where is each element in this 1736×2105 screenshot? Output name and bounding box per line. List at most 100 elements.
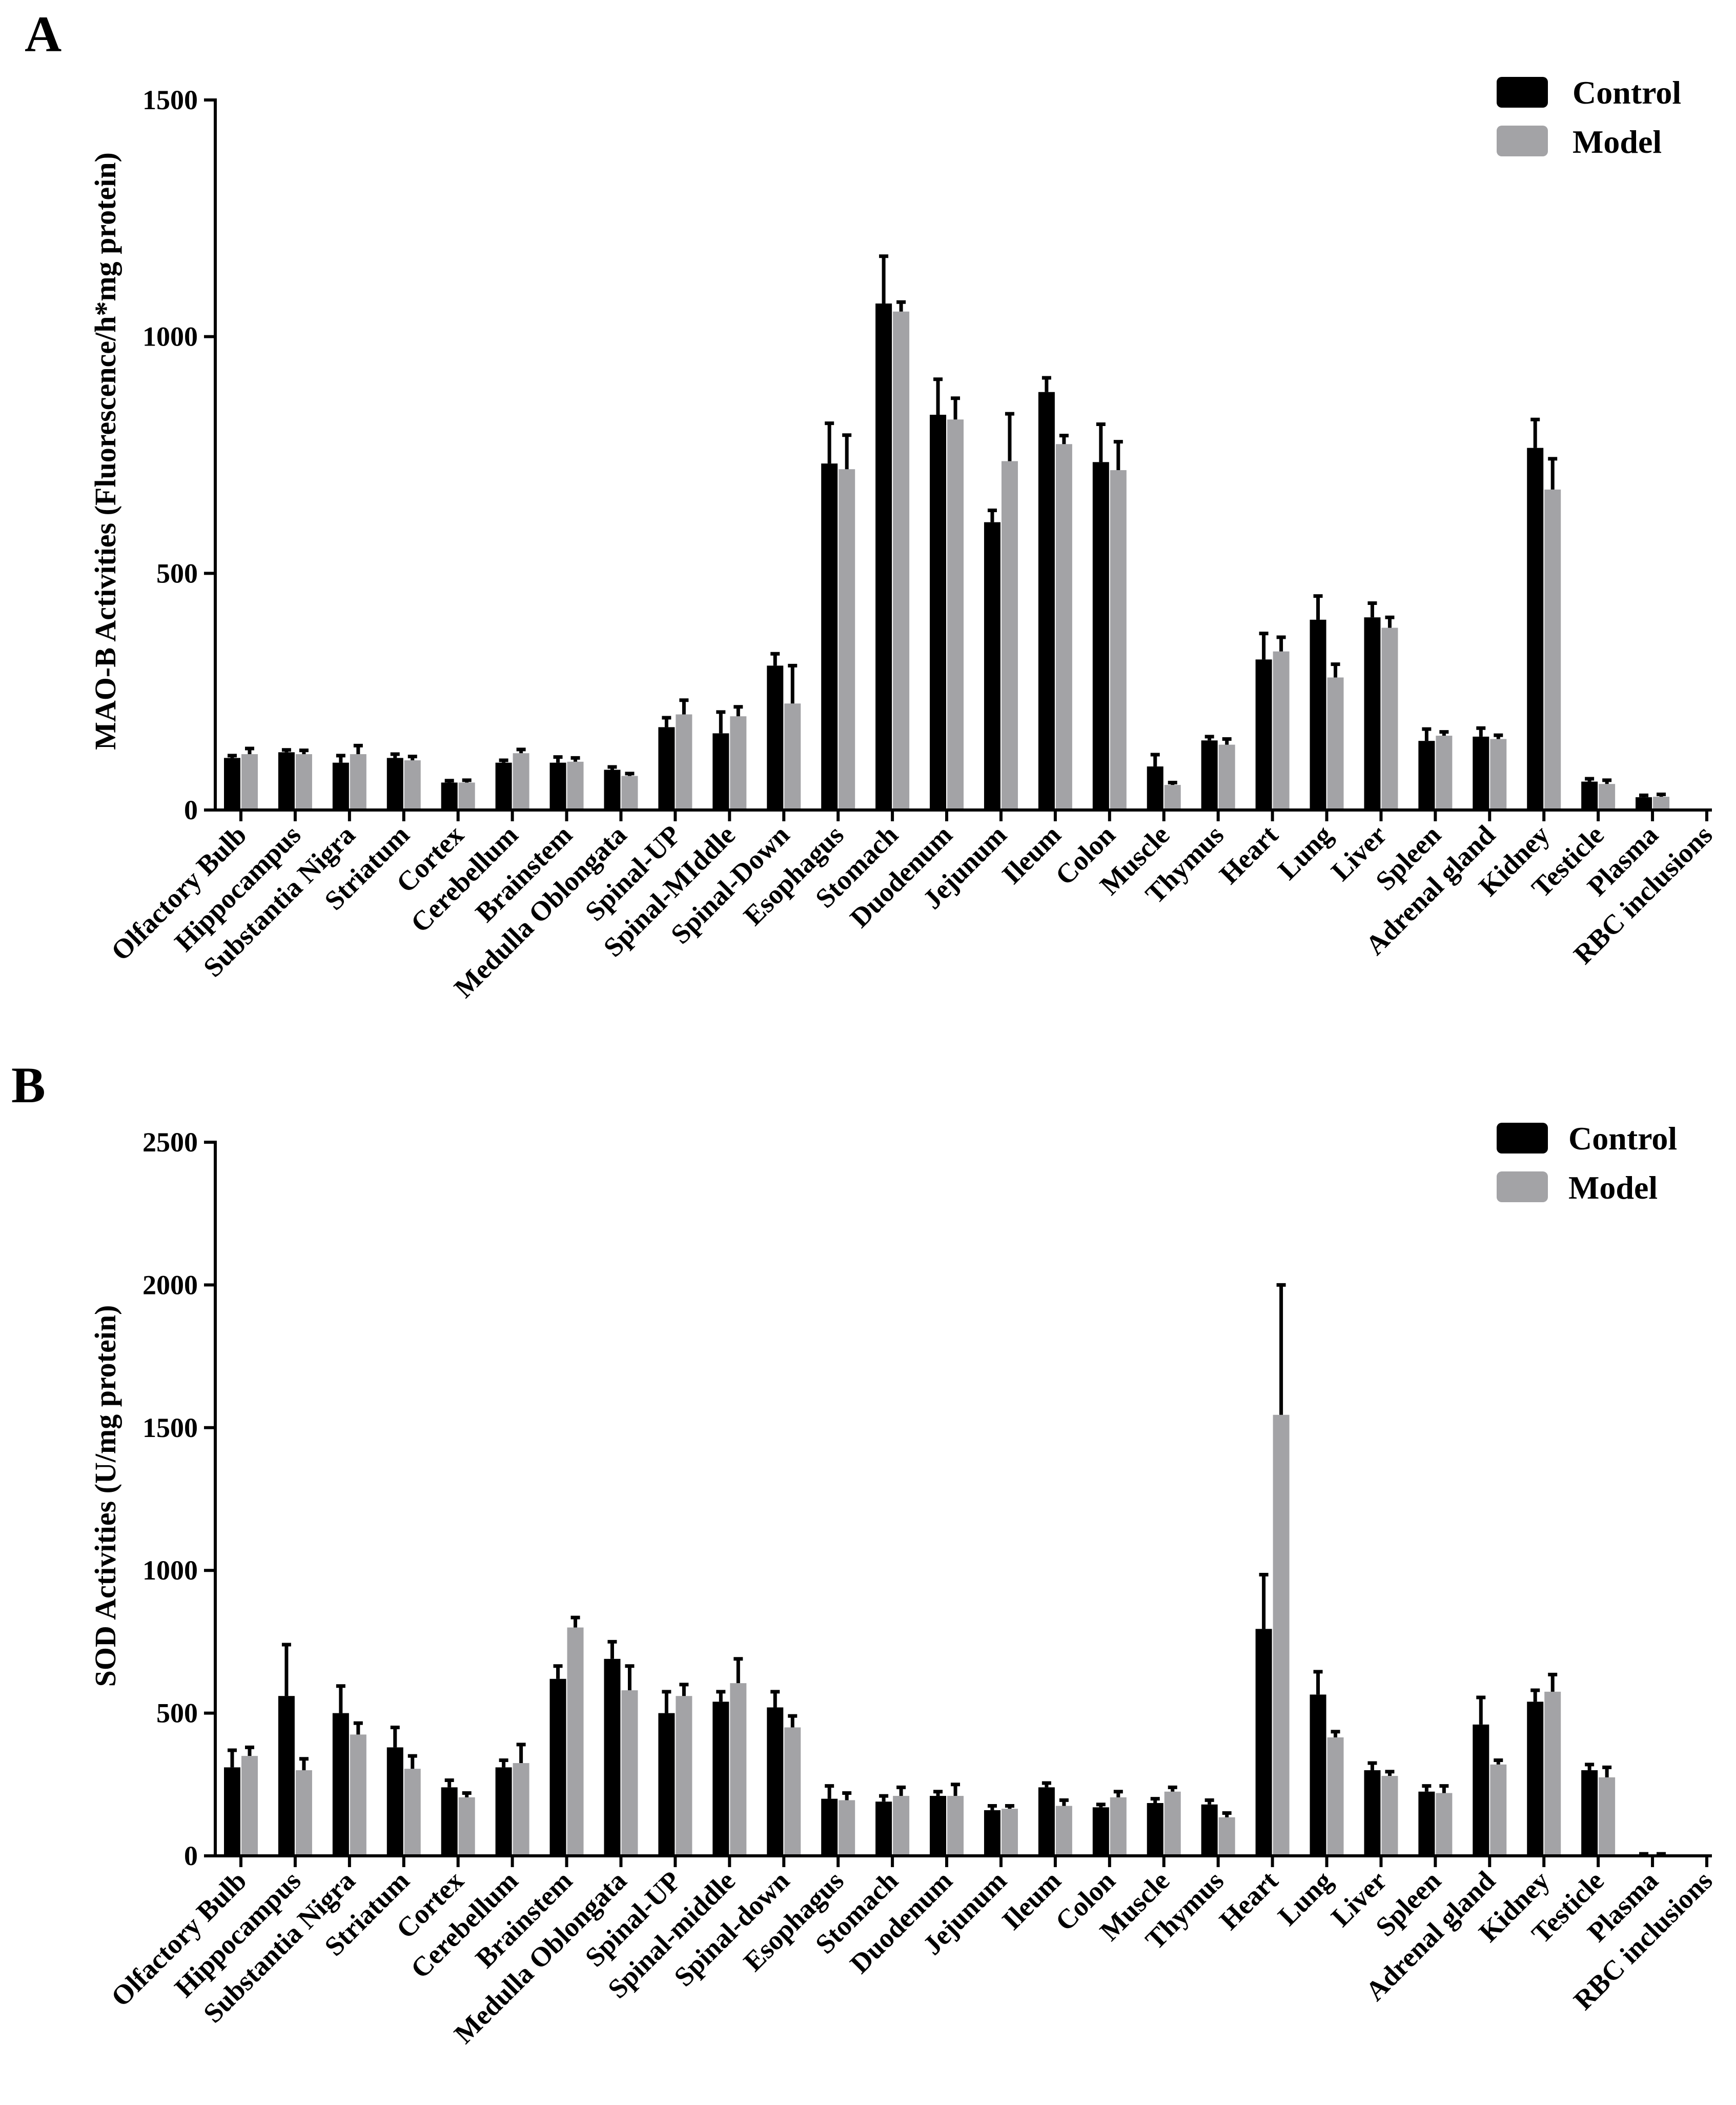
panel-b-bar-control-hippocampus (278, 1696, 295, 1856)
panel-b-bars (224, 1414, 1670, 1856)
panel-a-label: A (25, 6, 62, 63)
panel-b-bar-model-colon (1110, 1797, 1127, 1856)
panel-a-bar-control-heart (1255, 659, 1272, 810)
panel-a-bar-control-esophagus (821, 463, 838, 810)
panel-a-bar-model-striatum (404, 760, 421, 810)
panel-a-x-label-heart: Heart (1213, 819, 1284, 890)
panel-a-legend-control-swatch (1497, 77, 1548, 108)
panel-a-bar-control-cortex (441, 782, 458, 810)
panel-b-bar-model-thymus (1218, 1817, 1235, 1856)
panel-a-x-ticks (239, 810, 1708, 821)
panel-a-bar-control-brainstem (549, 762, 566, 810)
panel-b-bar-control-muscle (1147, 1803, 1163, 1856)
panel-b-bar-model-medulla-oblongata (621, 1690, 638, 1856)
panel-a-bar-control-jejunum (984, 522, 1000, 810)
panel-b-bar-control-spinal-middle (712, 1702, 729, 1856)
panel-a-bar-control-spinal-up (658, 727, 675, 810)
panel-b-y-tick-label-500: 500 (156, 1698, 198, 1729)
panel-b-bar-model-substantia-nigra (350, 1734, 366, 1856)
panel-a-bar-control-hippocampus (278, 752, 295, 810)
panel-b-legend-model-label: Model (1568, 1169, 1658, 1206)
panel-b-bar-model-muscle (1164, 1791, 1181, 1856)
panel-b-bar-control-kidney (1527, 1702, 1544, 1856)
panel-b-legend-control-label: Control (1568, 1120, 1677, 1157)
panel-b-y-tick-label-2000: 2000 (142, 1269, 198, 1300)
panel-b-x-label-lung: Lung (1272, 1865, 1338, 1931)
panel-b-bar-model-heart (1273, 1414, 1290, 1856)
panel-a-bar-control-striatum (386, 758, 403, 810)
panel-b-bar-control-spinal-down (767, 1707, 784, 1856)
panel-b-bar-control-lung (1310, 1694, 1326, 1856)
panel-a-bar-model-liver (1381, 628, 1398, 810)
panel-a-bar-model-duodenum (947, 419, 964, 810)
panel-b-x-ticks (239, 1856, 1708, 1867)
panel-a-bar-model-spinal-middle (730, 716, 747, 810)
panel-a-bar-model-substantia-nigra (350, 754, 366, 810)
panel-a-bar-control-colon (1092, 462, 1109, 810)
panel-b-bar-control-brainstem (549, 1678, 566, 1856)
panel-b-bar-model-brainstem (567, 1627, 584, 1856)
panel-a-bar-control-plasma (1636, 797, 1652, 810)
panel-a-bar-control-ileum (1038, 392, 1055, 810)
panel-b-bar-model-esophagus (839, 1800, 855, 1856)
panel-a-x-label-ileum: Ileum (996, 819, 1067, 890)
panel-b-bar-control-substantia-nigra (332, 1713, 349, 1856)
panel-a-bar-control-medulla-oblongata (604, 770, 621, 810)
panel-a-bar-model-cortex (458, 782, 475, 810)
panel-a-bar-control-duodenum (930, 415, 947, 810)
panel-a-bar-model-spinal-down (784, 703, 801, 810)
panel-b-bar-control-spleen (1418, 1791, 1435, 1856)
panel-a-error-bars (228, 254, 1666, 798)
panel-b-y-tick-label-1500: 1500 (142, 1412, 198, 1443)
panel-a-bar-model-muscle (1164, 785, 1181, 810)
panel-b-bar-model-striatum (404, 1769, 421, 1856)
panel-b-bar-model-spleen (1436, 1793, 1453, 1856)
panel-b-y-tick-label-2500: 2500 (142, 1127, 198, 1158)
panel-b-bar-control-ileum (1038, 1787, 1055, 1856)
panel-a-bar-control-kidney (1527, 448, 1544, 810)
panel-b-y-axis-title: SOD Activities (U/mg protein) (89, 1305, 122, 1687)
panel-b-bar-control-liver (1364, 1770, 1381, 1856)
panel-a-bar-control-thymus (1201, 740, 1218, 810)
panel-a: A MAO-B Activities (Fluorescence/h*mg pr… (25, 6, 1718, 1004)
panel-a-y-tick-label-1500: 1500 (142, 85, 198, 115)
panel-a-bar-model-jejunum (1001, 461, 1018, 810)
panel-a-bar-model-brainstem (567, 761, 584, 810)
panel-b-bar-control-heart (1255, 1629, 1272, 1856)
panel-b-y-tick-label-1000: 1000 (142, 1555, 198, 1586)
panel-b-bar-model-olfactory-bulb (241, 1756, 258, 1856)
panel-b-bar-model-stomach (893, 1796, 910, 1856)
panel-b-bar-control-cortex (441, 1787, 458, 1856)
panel-b-bar-model-liver (1381, 1776, 1398, 1856)
panel-a-x-label-lung: Lung (1272, 819, 1338, 885)
panel-b-bar-control-medulla-oblongata (604, 1658, 621, 1856)
panel-a-bar-model-ileum (1055, 444, 1072, 810)
panel-b-bar-model-hippocampus (295, 1770, 312, 1856)
panel-b-bar-model-adrenal-gland (1490, 1764, 1507, 1856)
panel-a-bar-model-olfactory-bulb (241, 754, 258, 810)
panel-a-bar-model-cerebellum (513, 753, 529, 810)
panel-a-bar-control-spinal-down (767, 665, 784, 810)
panel-b-bar-control-colon (1092, 1807, 1109, 1856)
panel-b-bar-control-olfactory-bulb (224, 1767, 240, 1856)
panel-b-label: B (11, 1057, 46, 1114)
panel-a-bar-control-cerebellum (495, 762, 512, 810)
panel-a-legend-model-label: Model (1572, 124, 1662, 160)
panel-b-bar-model-spinal-up (676, 1696, 692, 1856)
panel-a-bar-model-medulla-oblongata (621, 776, 638, 810)
panel-a-bar-model-thymus (1218, 744, 1235, 810)
panel-b-bar-model-spinal-middle (730, 1683, 747, 1856)
panel-b-bar-model-jejunum (1001, 1809, 1018, 1856)
panel-a-bar-control-stomach (875, 303, 892, 810)
panel-a-bar-model-colon (1110, 470, 1127, 810)
panel-b-bar-control-cerebellum (495, 1767, 512, 1856)
panel-b-legend-model-swatch (1497, 1171, 1548, 1202)
panel-b-bar-model-ileum (1055, 1806, 1072, 1856)
panel-b-bar-model-kidney (1544, 1691, 1561, 1856)
panel-b-bar-model-duodenum (947, 1796, 964, 1856)
panel-b-bar-model-cerebellum (513, 1763, 529, 1856)
panel-a-bar-model-lung (1327, 677, 1344, 810)
